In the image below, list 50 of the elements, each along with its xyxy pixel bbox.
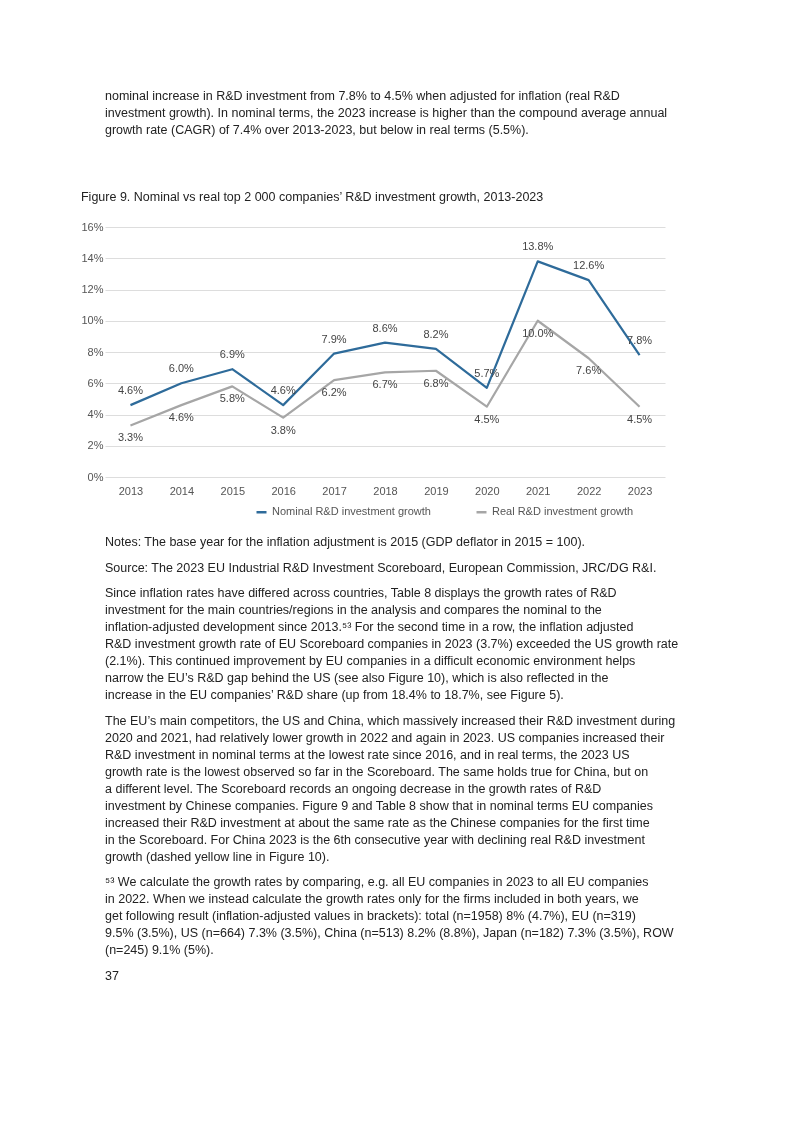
data-label: 7.9%: [321, 332, 347, 345]
chart-title: Figure 9. Nominal vs real top 2 000 companies’ R&D investment growth, 2013-2023: [80, 189, 544, 204]
x-tick-label: 2019: [424, 484, 449, 497]
data-label: 4.6%: [117, 384, 144, 397]
x-tick-label: 2016: [271, 484, 296, 497]
x-tick-label: 2023: [627, 484, 653, 497]
data-label: 5.8%: [219, 392, 246, 405]
text: 37: [105, 968, 119, 983]
x-tick-label: 2020: [475, 484, 500, 497]
y-tick-label: 4%: [87, 408, 104, 420]
y-tick-label: 12%: [81, 283, 104, 295]
x-tick-label: 2018: [373, 484, 398, 497]
text: ⁵³ We calculate the growth rates by comparing, e.g. all EU companies in 2023 to all EU companies in 2022. When we instead calculate the growth rates only for the firms included in both years, we get following result (inflation-adjusted values in brackets): total (n=1958) 8% (4.7%), EU (n=319) 9.5% (3.5%), US (n=664) 7.3% (3.5%), China (n=513) 8.2% (8.8%), Japan (n=182) 7.3% (3.5%), ROW (n=245) 9.1% (5%).: [105, 875, 674, 957]
text: nominal increase in R&D investment from 7.8% to 4.5% when adjusted for inflation (real R&D investment growth). In nominal terms, the 2023 increase is higher than the compound average annual growth rate (CAGR) of 7.4% over 2013-2023, but below in real terms (5.5%).: [105, 89, 668, 137]
y-tick-label: 14%: [81, 251, 104, 264]
data-label: 6.9%: [219, 348, 246, 361]
y-tick-label: 8%: [87, 345, 104, 358]
data-label: 6.8%: [423, 376, 449, 389]
text: Notes: The base year for the inflation adjustment is 2015 (GDP deflator in 2015 = 100).: [105, 535, 586, 549]
data-label: 7.6%: [576, 364, 602, 377]
y-tick-label: 0%: [87, 470, 104, 483]
source-note: Source: The 2023 EU Industrial R&D Investment Scoreboard, European Commission, JRC/DG R&I.: [105, 560, 657, 575]
x-tick-label: 2022: [576, 484, 602, 497]
data-label: 4.6%: [270, 384, 296, 397]
y-tick-label: 16%: [81, 220, 104, 233]
data-label: 4.5%: [474, 412, 500, 425]
y-tick-label: 6%: [87, 376, 104, 389]
data-label: 3.8%: [270, 423, 296, 436]
data-label: 12.6%: [573, 259, 605, 272]
text: The EU’s main competitors, the US and China, which massively increased their R&D investment during 2020 and 2021, had relatively lower growth in 2022 and again in 2023. US companies increased their R&D investment in nominal terms at the lowest rate since 2016, and in real terms, the 2023 US growth rate is the lowest observed so far in the Scoreboard. The same holds true for China, but on a different level. The Scoreboard records an ongoing decrease in the growth rates of R&D investment by Chinese companies. Figure 9 and Table 8 show that in nominal terms EU companies increased their R&D investment at about the same rate as the Chinese companies for the first time in the Scoreboard. For China 2023 is the 6th consecutive year with declining real R&D investment growth (dashed yellow line in Figure 10).: [105, 713, 676, 864]
text: Since inflation rates have differed across countries, Table 8 displays the growth rates of R&D investment for the main countries/regions in the analysis and compares the nominal to the inflation-adjusted development since 2013.⁵³ For the second time in a row, the inflation adjusted R&D investment growth rate of EU Scoreboard companies in 2023 (3.7%) exceeded the US growth rate (2.1%). This continued improvement by EU companies in a difficult economic environment helps narrow the EU’s R&D gap behind the US (see also Figure 10), which is also reflected in the increase in the EU companies’ R&D share (up from 18.4% to 18.7%, see Figure 5).: [105, 586, 679, 702]
y-tick-label: 10%: [81, 314, 104, 327]
data-label: 13.8%: [522, 240, 554, 253]
x-tick-label: 2014: [169, 484, 195, 497]
data-label: 6.7%: [372, 378, 398, 391]
data-label: 6.2%: [321, 386, 347, 399]
legend-label: Nominal R&D investment growth: [272, 505, 431, 518]
x-tick-label: 2015: [220, 484, 246, 497]
data-label: 4.5%: [627, 412, 653, 425]
data-label: 4.6%: [168, 411, 195, 424]
data-label: 10.0%: [522, 326, 554, 339]
x-tick-label: 2013: [118, 484, 144, 497]
x-tick-label: 2017: [322, 484, 347, 497]
data-label: 8.6%: [372, 321, 398, 334]
y-tick-label: 2%: [87, 439, 104, 452]
data-label: 6.0%: [168, 362, 195, 375]
data-label: 8.2%: [423, 327, 449, 340]
data-label: 3.3%: [117, 431, 144, 444]
legend-label: Real R&D investment growth: [492, 505, 634, 518]
x-tick-label: 2021: [525, 484, 551, 497]
